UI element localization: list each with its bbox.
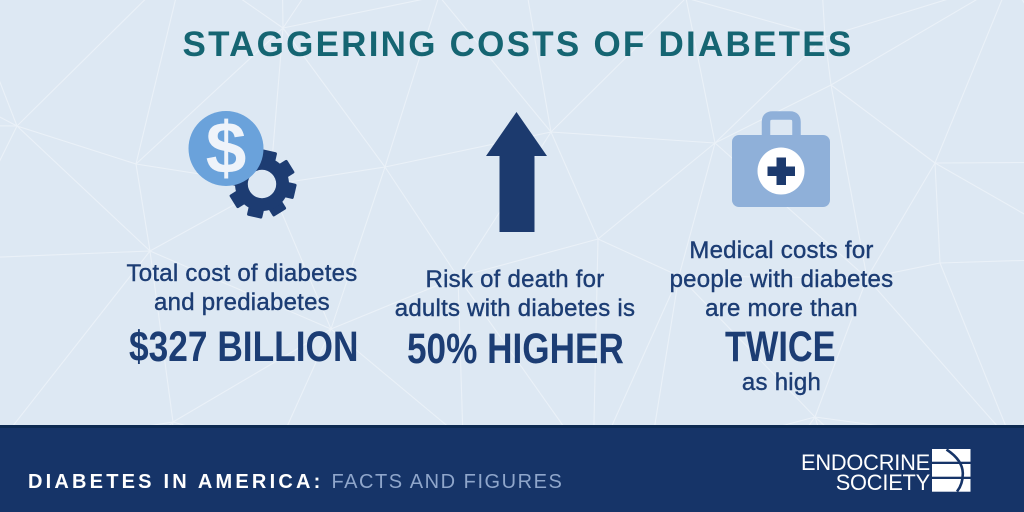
svg-text:$: $ bbox=[206, 108, 247, 189]
